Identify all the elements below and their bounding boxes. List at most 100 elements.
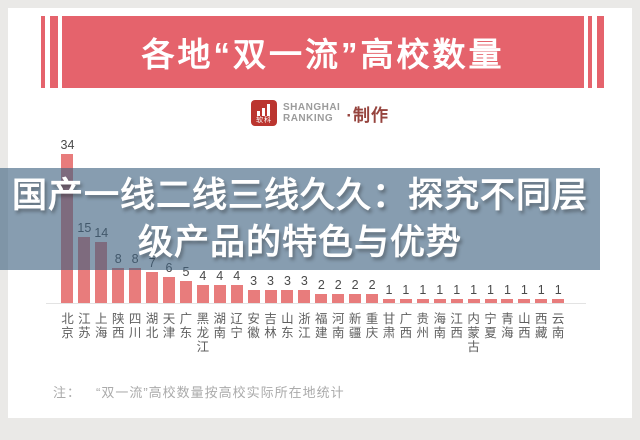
axis-label: 江苏 xyxy=(78,312,91,340)
logo-row: 软科 SHANGHAI RANKING ·制作 xyxy=(8,98,632,128)
bar xyxy=(518,299,531,303)
axis-label: 广西 xyxy=(399,312,413,340)
bar-column: 1 xyxy=(550,284,567,303)
page-title: 各地“双一流”高校数量 xyxy=(141,36,505,73)
bar-value-label: 34 xyxy=(60,138,75,152)
bar-chart-icon xyxy=(257,104,271,116)
logo-brand-text: SHANGHAI RANKING xyxy=(283,102,340,124)
bar-column: 4 xyxy=(194,270,211,303)
bar-column: 4 xyxy=(228,270,245,303)
bar xyxy=(213,285,226,303)
axis-label: 贵州 xyxy=(416,312,430,340)
axis-label: 内蒙古 xyxy=(467,312,480,354)
axis-label: 新疆 xyxy=(348,312,362,340)
bar xyxy=(501,299,514,303)
axis-label: 西藏 xyxy=(535,312,548,340)
headline-line2: 级产品的特色与优势 xyxy=(137,223,462,262)
axis-label: 青海 xyxy=(501,312,514,340)
bar xyxy=(264,290,277,303)
bar-value-label: 4 xyxy=(216,269,224,283)
axis-label: 上海 xyxy=(95,312,108,340)
bar-column: 1 xyxy=(499,284,516,303)
bar-column: 2 xyxy=(330,279,347,303)
logo-maker-label: ·制作 xyxy=(346,105,389,125)
footnote: 注： “双一流”高校数量按高校实际所在地统计 xyxy=(53,382,345,401)
bar-value-label: 1 xyxy=(520,283,528,297)
bar-column: 1 xyxy=(431,284,448,303)
bar xyxy=(552,299,565,303)
axis-label: 山东 xyxy=(281,312,294,340)
axis-label: 江西 xyxy=(450,312,463,340)
bar-value-label: 1 xyxy=(419,283,427,297)
bar xyxy=(230,285,243,303)
axis-label: 陕西 xyxy=(111,312,125,340)
bar xyxy=(247,290,260,303)
bar-value-label: 3 xyxy=(300,274,308,288)
headline-overlay-band: 国产一线二线三线久久：探究不同层 级产品的特色与优势 xyxy=(0,168,600,270)
axis-label: 福建 xyxy=(315,312,328,340)
bar-column: 4 xyxy=(211,270,228,303)
bar-value-label: 1 xyxy=(554,283,562,297)
bar xyxy=(298,290,311,303)
bar-value-label: 1 xyxy=(470,283,478,297)
footnote-text: “双一流”高校数量按高校实际所在地统计 xyxy=(96,385,345,400)
bar-column: 2 xyxy=(364,279,381,303)
bar xyxy=(281,290,294,303)
logo-brand-cn: 软科 xyxy=(255,117,272,124)
logo-brand-line1: SHANGHAI xyxy=(282,102,341,113)
banner-deco-line-left-thin xyxy=(41,16,45,88)
bar-column: 1 xyxy=(516,284,533,303)
axis-label: 四川 xyxy=(128,312,142,340)
bar-value-label: 1 xyxy=(385,283,393,297)
axis-label: 天津 xyxy=(162,312,176,340)
headline-line1: 国产一线二线三线久久：探究不同层 xyxy=(11,176,588,215)
bar-value-label: 3 xyxy=(250,274,258,288)
bar xyxy=(416,299,429,303)
bar-value-label: 2 xyxy=(368,278,376,292)
bar-value-label: 4 xyxy=(233,269,241,283)
axis-label: 海南 xyxy=(433,312,446,340)
bar xyxy=(484,299,497,303)
bar-column: 1 xyxy=(414,284,431,303)
bar xyxy=(112,268,125,303)
footnote-prefix: 注： xyxy=(53,385,82,400)
bar-value-label: 1 xyxy=(537,283,545,297)
bar xyxy=(129,268,142,303)
bar xyxy=(349,294,362,303)
banner: 各地“双一流”高校数量 xyxy=(62,16,584,88)
axis-label: 浙江 xyxy=(298,312,311,340)
bar xyxy=(399,299,412,303)
axis-labels-row: 北京 江苏 上海 陕西 四川 湖北 天津 广东 黑龙江 湖南 辽宁 安徽 吉林 山东 浙江 福建 河南 新疆 重庆甘… xyxy=(59,312,567,354)
bar-column: 3 xyxy=(296,275,313,303)
bar-value-label: 1 xyxy=(436,283,444,297)
bar xyxy=(450,299,463,303)
bar-column: 5 xyxy=(177,266,194,303)
bar xyxy=(196,285,209,303)
bar-column: 2 xyxy=(347,279,364,303)
bar-value-label: 2 xyxy=(351,278,359,292)
bar xyxy=(535,299,548,303)
bar-value-label: 1 xyxy=(487,283,494,297)
bar-value-label: 1 xyxy=(503,283,511,297)
bar xyxy=(433,299,446,303)
bar xyxy=(146,272,159,303)
axis-label: 甘肃 xyxy=(382,312,396,340)
bar-value-label: 5 xyxy=(182,265,190,279)
bar-value-label: 1 xyxy=(453,283,461,297)
bar-value-label: 3 xyxy=(283,274,291,288)
banner-deco-line-left-wide xyxy=(50,16,58,88)
bar xyxy=(162,277,175,303)
axis-label: 黑龙江 xyxy=(196,312,210,354)
axis-label: 安徽 xyxy=(247,312,260,340)
bar-column: 1 xyxy=(465,284,482,303)
bar-value-label: 1 xyxy=(402,283,410,297)
bar xyxy=(366,294,379,303)
axis-label: 山西 xyxy=(518,312,531,340)
bar xyxy=(467,299,480,303)
bar-column: 2 xyxy=(313,279,330,303)
axis-label: 北京 xyxy=(61,312,74,340)
bar-column: 3 xyxy=(262,275,279,303)
axis-label: 辽宁 xyxy=(230,312,243,340)
bar-column: 1 xyxy=(533,284,550,303)
